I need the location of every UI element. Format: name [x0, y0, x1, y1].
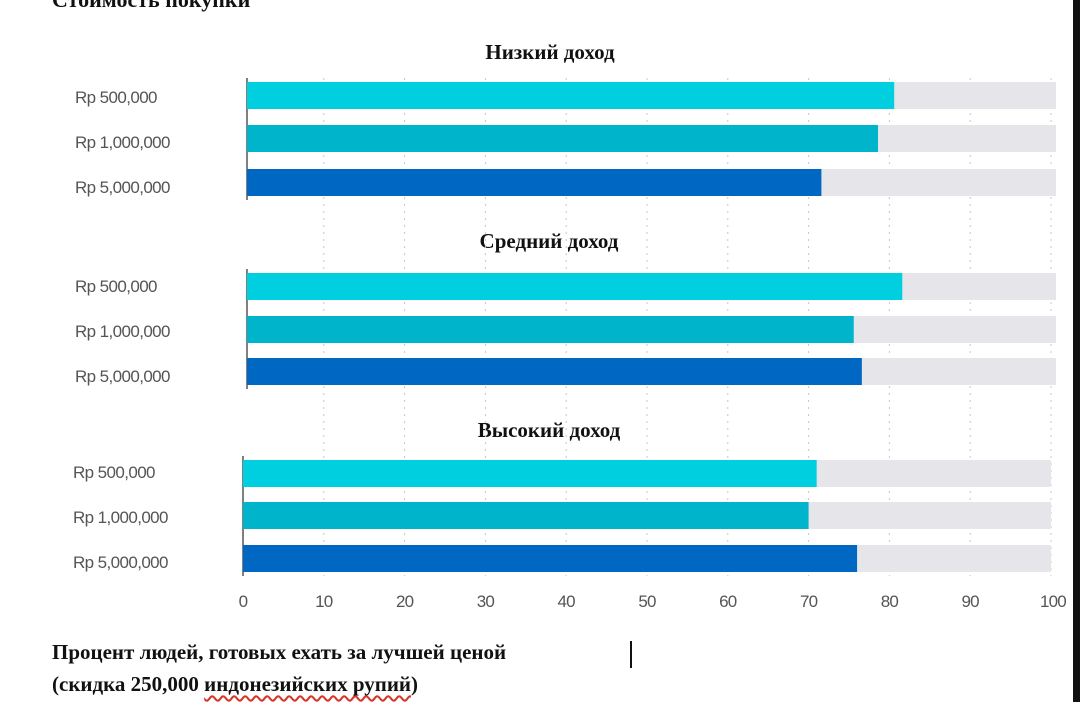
- category-label: Rp 1,000,000: [75, 133, 170, 152]
- bar: [247, 125, 879, 152]
- x-tick-label: 40: [557, 592, 576, 611]
- x-tick-label: 70: [799, 592, 818, 611]
- category-label: Rp 1,000,000: [75, 322, 170, 341]
- spellcheck-underlined-text: индонезийских рупий: [204, 672, 412, 696]
- bar: [247, 358, 862, 385]
- panel-title-middle: Средний доход: [479, 229, 619, 253]
- x-tick-label: 60: [719, 592, 737, 611]
- bar: [247, 169, 822, 196]
- category-label: Rp 5,000,000: [75, 367, 170, 386]
- x-tick-label: 80: [880, 592, 899, 611]
- bar: [243, 545, 858, 572]
- bar: [243, 460, 817, 487]
- category-label: Rp 1,000,000: [73, 508, 168, 527]
- x-axis-label-line2-a: (скидка 250,000: [52, 672, 199, 696]
- category-label: Rp 5,000,000: [73, 553, 168, 572]
- bar: [247, 82, 895, 109]
- x-tick-label: 10: [315, 592, 333, 611]
- category-label: Rp 500,000: [73, 463, 156, 482]
- x-axis-label-line2-c: ): [411, 672, 419, 696]
- category-label: Rp 500,000: [75, 88, 158, 107]
- category-label: Rp 500,000: [75, 277, 158, 296]
- x-axis-label: Процент людей, готовых ехать за лучшей ц…: [52, 640, 507, 664]
- category-label: Rp 5,000,000: [75, 178, 170, 197]
- x-tick-label: 50: [638, 592, 656, 611]
- panel-title-high: Высокий доход: [477, 418, 621, 442]
- x-tick-label: 100: [1040, 592, 1067, 611]
- x-tick-label: 90: [961, 592, 980, 611]
- window-edge: [1073, 0, 1080, 702]
- text-cursor: [630, 641, 632, 668]
- x-tick-label: 0: [238, 592, 248, 611]
- x-tick-label: 30: [476, 592, 495, 611]
- x-axis-label-line2: (скидка 250,000 индонезийских рупий): [52, 672, 418, 697]
- bar: [247, 316, 854, 343]
- panel-title-low: Низкий доход: [485, 40, 615, 64]
- chart-title: Стоимость покупки: [52, 0, 250, 13]
- bar: [247, 273, 903, 300]
- x-tick-label: 20: [395, 592, 414, 611]
- bar: [243, 502, 809, 529]
